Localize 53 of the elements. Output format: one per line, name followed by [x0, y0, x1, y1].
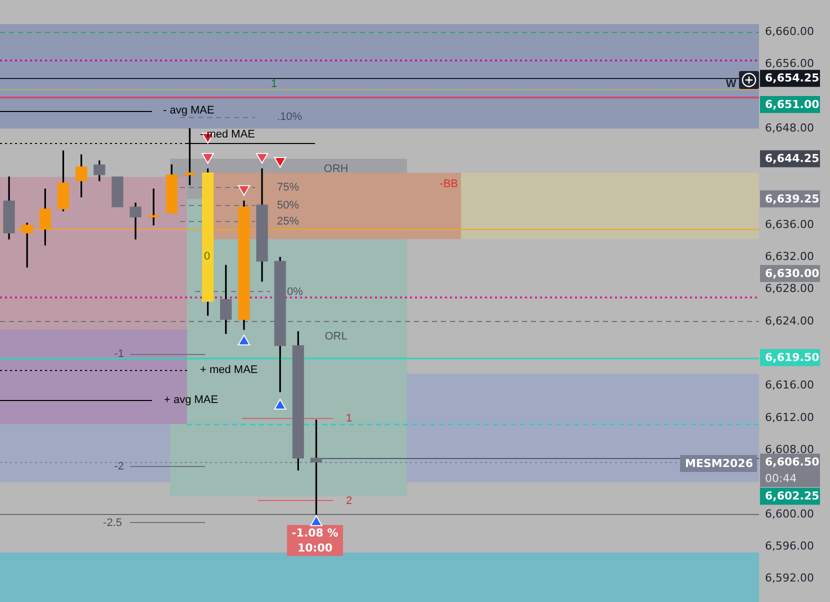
y-tick-label: 6,656.00 [765, 57, 814, 70]
annotation: 1 [271, 78, 278, 90]
point [274, 398, 286, 410]
annotation: -2 [114, 460, 124, 473]
text: 00:44 [765, 472, 797, 485]
y-tick-label: 6,600.00 [765, 507, 814, 520]
point [256, 152, 268, 164]
annotation: ORL [324, 330, 348, 343]
y-tick-label: 6,648.00 [765, 121, 814, 134]
annotation: W [726, 78, 737, 90]
y-tick-label: 6,628.00 [765, 282, 814, 296]
y-tick-label: 6,624.00 [765, 314, 814, 328]
band-label: ORH [324, 162, 348, 175]
y-tick-label: 6,592.00 [765, 572, 814, 585]
band-label: -BB [440, 178, 458, 190]
point [310, 515, 322, 526]
annotation: MESM2026 [685, 456, 754, 470]
annotation: 75% [277, 181, 300, 194]
annotation: 2 [346, 494, 352, 507]
ref-line-label: - med MAE [200, 128, 256, 141]
annotation: 10:00 [297, 541, 333, 554]
ref-line-label: 6,654.25 [765, 72, 820, 85]
y-tick-label: 6,636.00 [765, 218, 814, 231]
candlestick [112, 176, 124, 208]
text: 6,639.25 [765, 192, 820, 206]
y-tick-label: 6,612.00 [765, 410, 814, 424]
annotation: .10% [277, 111, 302, 124]
y-tick-label: 6,632.00 [765, 250, 814, 264]
point [202, 152, 214, 164]
point [238, 185, 250, 196]
annotation: -1 [114, 348, 124, 360]
text: 6,651.00 [765, 98, 820, 111]
y-tick-label: 6,596.00 [765, 539, 814, 552]
annotation: 1 [346, 412, 352, 424]
annotation: 0% [287, 286, 304, 298]
annotation: 0 [204, 250, 210, 263]
annotation: -2.5 [103, 516, 122, 529]
y-tick-label: 6,608.00 [765, 442, 814, 456]
annotation: -1.08 % [292, 526, 338, 540]
ref-line-label: 6,619.50 [765, 351, 820, 364]
text: 6,630.00 [765, 266, 820, 280]
ref-line-label: + avg MAE [164, 394, 218, 406]
text: 6,602.25 [765, 490, 820, 503]
ref-line-label: 6,606.50 [765, 456, 820, 469]
text: 6,644.25 [765, 152, 820, 166]
y-tick-label: 6,660.00 [765, 25, 814, 38]
annotation: 50% [277, 199, 300, 212]
annotation: 25% [277, 216, 300, 228]
ref-line-label: - avg MAE [163, 104, 214, 117]
y-tick-label: 6,616.00 [765, 378, 814, 392]
point [238, 334, 250, 346]
ref-line-label: + med MAE [200, 364, 258, 376]
point [274, 157, 286, 168]
